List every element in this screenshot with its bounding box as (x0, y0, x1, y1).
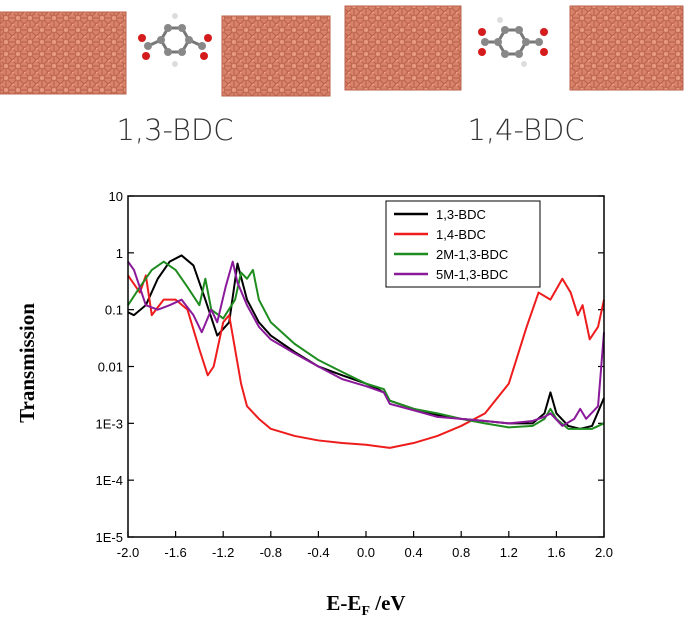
copper-slab (221, 15, 331, 97)
x-tick-label: 1.2 (500, 545, 518, 560)
x-tick-label: -0.4 (307, 545, 329, 560)
x-tick-label: -1.6 (164, 545, 186, 560)
y-tick-label: 1E-3 (96, 416, 123, 431)
x-tick-label: 0.4 (405, 545, 423, 560)
copper-slab (0, 11, 127, 95)
y-tick-label: 1E-5 (96, 530, 123, 545)
copper-slab (344, 5, 462, 91)
series-line (127, 260, 605, 430)
y-tick-label: 10 (109, 189, 123, 204)
legend: 1,3-BDC 1,4-BDC 2M-1,3-BDC 5M-1,3-BDC (385, 200, 541, 288)
x-axis-label-subscript: F (361, 604, 370, 619)
legend-label: 5M-1,3-BDC (436, 267, 508, 282)
legend-label: 2M-1,3-BDC (436, 247, 508, 262)
y-axis-label: Transmission (15, 303, 39, 423)
plot-frame (127, 195, 605, 538)
copper-slab (569, 5, 684, 91)
y-tick-label: 0.1 (105, 303, 123, 318)
series-line (127, 274, 605, 449)
structures: 1,3-BDC 1,4-BDC (0, 5, 684, 147)
x-tick-label: 1.6 (547, 545, 565, 560)
x-tick-label: 2.0 (595, 545, 613, 560)
molecule (138, 13, 212, 67)
series-line (127, 254, 605, 430)
structure-label: 1,4-BDC (467, 113, 584, 147)
legend-box (385, 200, 541, 288)
x-axis-label-part: E-E (326, 591, 361, 615)
x-tick-label: 0.0 (357, 545, 375, 560)
series-line (127, 260, 605, 427)
x-axis-label: E-EF /eV (326, 591, 405, 619)
x-tick-label: -0.8 (260, 545, 282, 560)
y-tick-label: 0.01 (98, 360, 123, 375)
legend-label: 1,3-BDC (436, 207, 486, 222)
y-tick-label: 1 (116, 246, 123, 261)
x-tick-label: -2.0 (117, 545, 139, 560)
molecule (478, 17, 548, 67)
legend-label: 1,4-BDC (436, 227, 486, 242)
x-tick-label: -1.2 (212, 545, 234, 560)
structure-label: 1,3-BDC (116, 113, 233, 147)
x-axis-label-part: /eV (370, 591, 406, 615)
x-tick-label: 0.8 (452, 545, 470, 560)
y-tick-label: 1E-4 (96, 473, 123, 488)
